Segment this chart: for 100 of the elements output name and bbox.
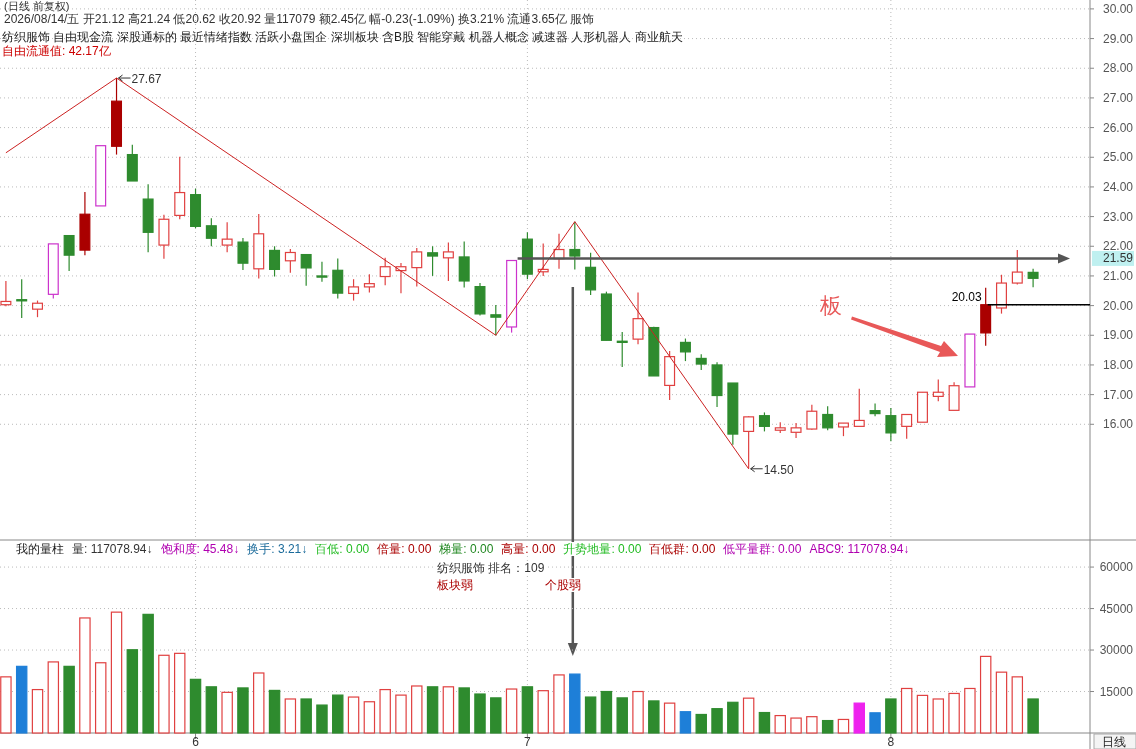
candlestick [316,261,328,283]
bar [774,714,786,734]
chart-title: 我的量柱 [16,542,64,556]
annotation: 个股弱 [545,578,581,592]
bar [695,713,707,734]
candlestick [269,245,281,278]
bar [15,665,28,734]
candlestick [16,278,28,319]
bar [853,702,865,734]
bar [189,678,202,734]
y-tick-label: 60000 [1099,560,1134,575]
bar [94,662,107,734]
candlestick [853,388,865,427]
ref-line-label: 21.59 [1102,251,1134,266]
annotation: 低平量群: 0.00 [723,542,802,556]
candlestick [490,304,502,336]
y-tick-label: 28.00 [1102,61,1134,76]
candlestick [585,252,597,296]
annotation: 百低: 0.00 [315,542,370,556]
bar [948,692,960,734]
candlestick [411,247,423,288]
annotation: 倍量: 0.00 [377,542,432,556]
bar [300,698,312,734]
candlestick [758,411,770,433]
bar [268,689,281,734]
annotation: 饱和度: 45.48↓ [159,542,240,556]
bar [632,690,644,734]
candlestick [237,237,249,271]
bar [205,686,218,734]
candlestick [1027,268,1039,288]
bar [837,718,850,734]
annotation: 百低群: 0.00 [649,542,716,556]
annotation: 27.67 [131,72,162,87]
bar [869,712,881,734]
y-tick-label: 25.00 [1102,150,1134,165]
bar [569,673,581,734]
annotation: 高量: 0.00 [501,542,556,556]
bar [126,649,139,734]
annotation: 板块弱 [436,578,473,592]
y-tick-label: 27.00 [1102,90,1134,105]
y-tick-label: 22.00 [1102,239,1134,254]
y-tick-label: 16.00 [1102,417,1134,432]
annotation: 纺织服饰 排名：109 [437,561,545,575]
candlestick [822,405,834,431]
bar [237,687,249,734]
candlestick [743,415,755,470]
bar [332,694,344,734]
bar [142,613,154,734]
bar [727,701,739,734]
annotation: 升势地量: 0.00 [563,542,642,556]
bar [174,652,186,734]
bar [821,719,834,734]
candlestick [632,291,644,345]
bar [932,698,945,734]
text: 日线 [1102,735,1126,749]
bar [584,696,597,734]
x-tick-label: 7 [524,735,532,749]
bar [284,698,297,734]
bar [1011,676,1024,734]
annotation: 自由流通值: 42.17亿 [2,44,111,58]
y-tick-label: 23.00 [1102,209,1134,224]
bar [490,697,502,734]
y-tick-label: 26.00 [1102,120,1134,135]
bar [31,688,44,734]
y-tick-label: 45000 [1099,601,1134,616]
bar [63,665,75,734]
candlestick [1011,249,1023,286]
annotation: 纺织服饰 自由现金流 深股通标的 最近情绪指数 活跃小盘国企 深圳板块 含B股 智能穿戴 机器人概念 减速器 人形机器人 商业航天 [2,30,683,44]
bar [363,701,376,734]
y-tick-label: 15000 [1099,684,1134,699]
bar [395,694,407,734]
bar [600,690,613,734]
bar [679,711,692,734]
bar [458,687,470,734]
annotation: ABC9: 117078.94↓ [809,542,910,556]
bar [790,717,802,734]
bar [1027,698,1039,734]
annotation: 量: 117078.94↓ [72,542,153,556]
bar [806,716,818,734]
text: 2026/08/14/五 开21.12 高21.24 低20.62 收20.92 量117079 额2.45亿 幅-0.23(-1.09%) 换3.21% 流通3.65亿 服饰 [4,12,595,26]
candlestick [205,217,217,247]
y-tick-label: 18.00 [1102,357,1134,372]
bar [711,708,723,734]
candlestick [348,278,360,302]
bar [616,697,628,734]
candlestick [300,253,312,287]
annotation: 14.50 [763,462,794,477]
bar [379,688,391,734]
bar [663,702,676,734]
bar [900,687,913,734]
candlestick [806,404,818,431]
y-tick-label: 17.00 [1102,387,1134,402]
bar [316,704,328,734]
candlestick [221,221,233,253]
y-tick-label: 30.00 [1102,1,1134,16]
bar [521,686,534,734]
bar [537,690,549,734]
y-tick-label: 19.00 [1102,328,1134,343]
y-tick-label: 20.00 [1102,298,1134,313]
y-tick-label: 29.00 [1102,31,1134,46]
